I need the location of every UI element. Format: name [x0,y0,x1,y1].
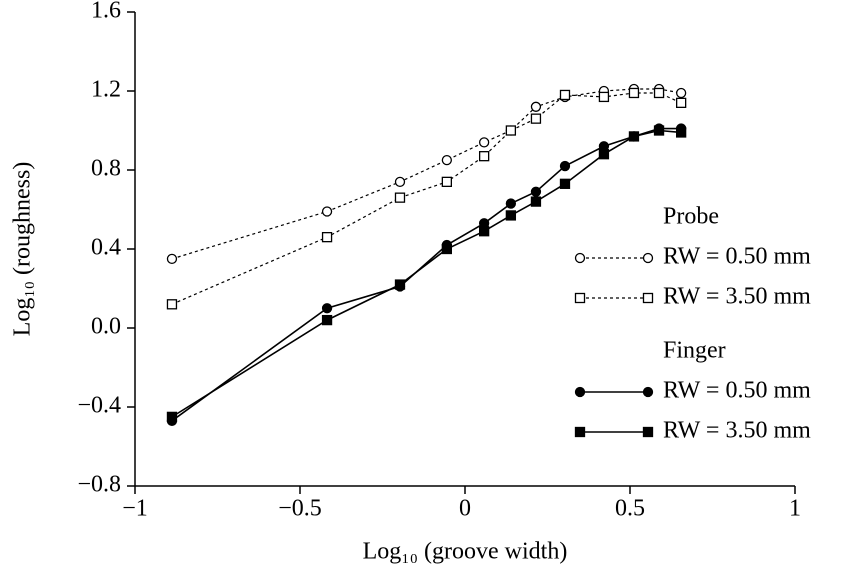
marker [394,176,406,188]
marker [653,87,665,99]
marker [598,149,610,160]
marker [478,137,490,148]
y-tick-label: 1.2 [91,77,121,103]
marker [478,226,490,237]
marker [530,113,542,124]
legend-label: RW = 3.50 mm [663,284,811,310]
y-tick-label: 1.6 [91,0,121,24]
marker [676,87,687,99]
marker [394,192,406,203]
x-tick-label: 1 [789,496,801,522]
marker [598,91,610,103]
marker [166,411,178,423]
marker [530,101,542,112]
legend-marker [574,252,586,264]
y-axis-label: Log₁₀ (roughness) [10,162,36,337]
legend-marker [642,252,654,264]
x-tick-label: 0 [459,496,471,522]
marker [441,176,453,188]
legend-group-title: Finger [663,338,726,364]
marker [653,125,665,136]
marker [166,299,178,310]
marker [321,231,333,243]
y-tick-label: 0.0 [91,314,121,340]
x-tick-label: 0.5 [615,496,645,522]
marker [628,131,640,142]
marker [505,125,517,136]
marker [628,87,640,99]
legend-marker [574,426,586,438]
y-tick-label: 0.4 [91,235,121,261]
legend-marker [574,292,586,304]
marker [441,243,453,255]
marker [559,160,571,172]
y-tick-label: −0.4 [77,393,121,419]
marker [530,196,542,207]
marker [321,303,333,314]
marker [530,186,542,197]
marker [676,97,687,108]
legend-marker [642,292,654,304]
legend-marker [642,386,654,398]
legend-label: RW = 0.50 mm [663,244,811,270]
marker [559,178,571,189]
y-tick-label: −0.8 [77,472,121,498]
series-line [171,88,682,260]
legend-label: RW = 3.50 mm [663,418,811,444]
marker [559,89,571,101]
marker [394,279,406,290]
marker [166,253,178,265]
series-line [171,127,682,422]
series-line [171,129,682,418]
x-tick-label: −1 [122,496,148,522]
marker [676,127,687,138]
marker [505,198,517,209]
marker [321,314,333,326]
marker [321,206,333,217]
legend-group-title: Probe [663,204,719,230]
x-axis-label: Log₁₀ (groove width) [363,539,568,565]
legend-marker [642,426,654,438]
legend-label: RW = 0.50 mm [663,378,811,404]
series-line [171,92,682,305]
x-tick-label: −0.5 [278,496,322,522]
y-tick-label: 0.8 [91,156,121,182]
marker [505,210,517,221]
legend-marker [574,386,586,398]
marker [441,154,453,166]
marker [478,151,490,162]
